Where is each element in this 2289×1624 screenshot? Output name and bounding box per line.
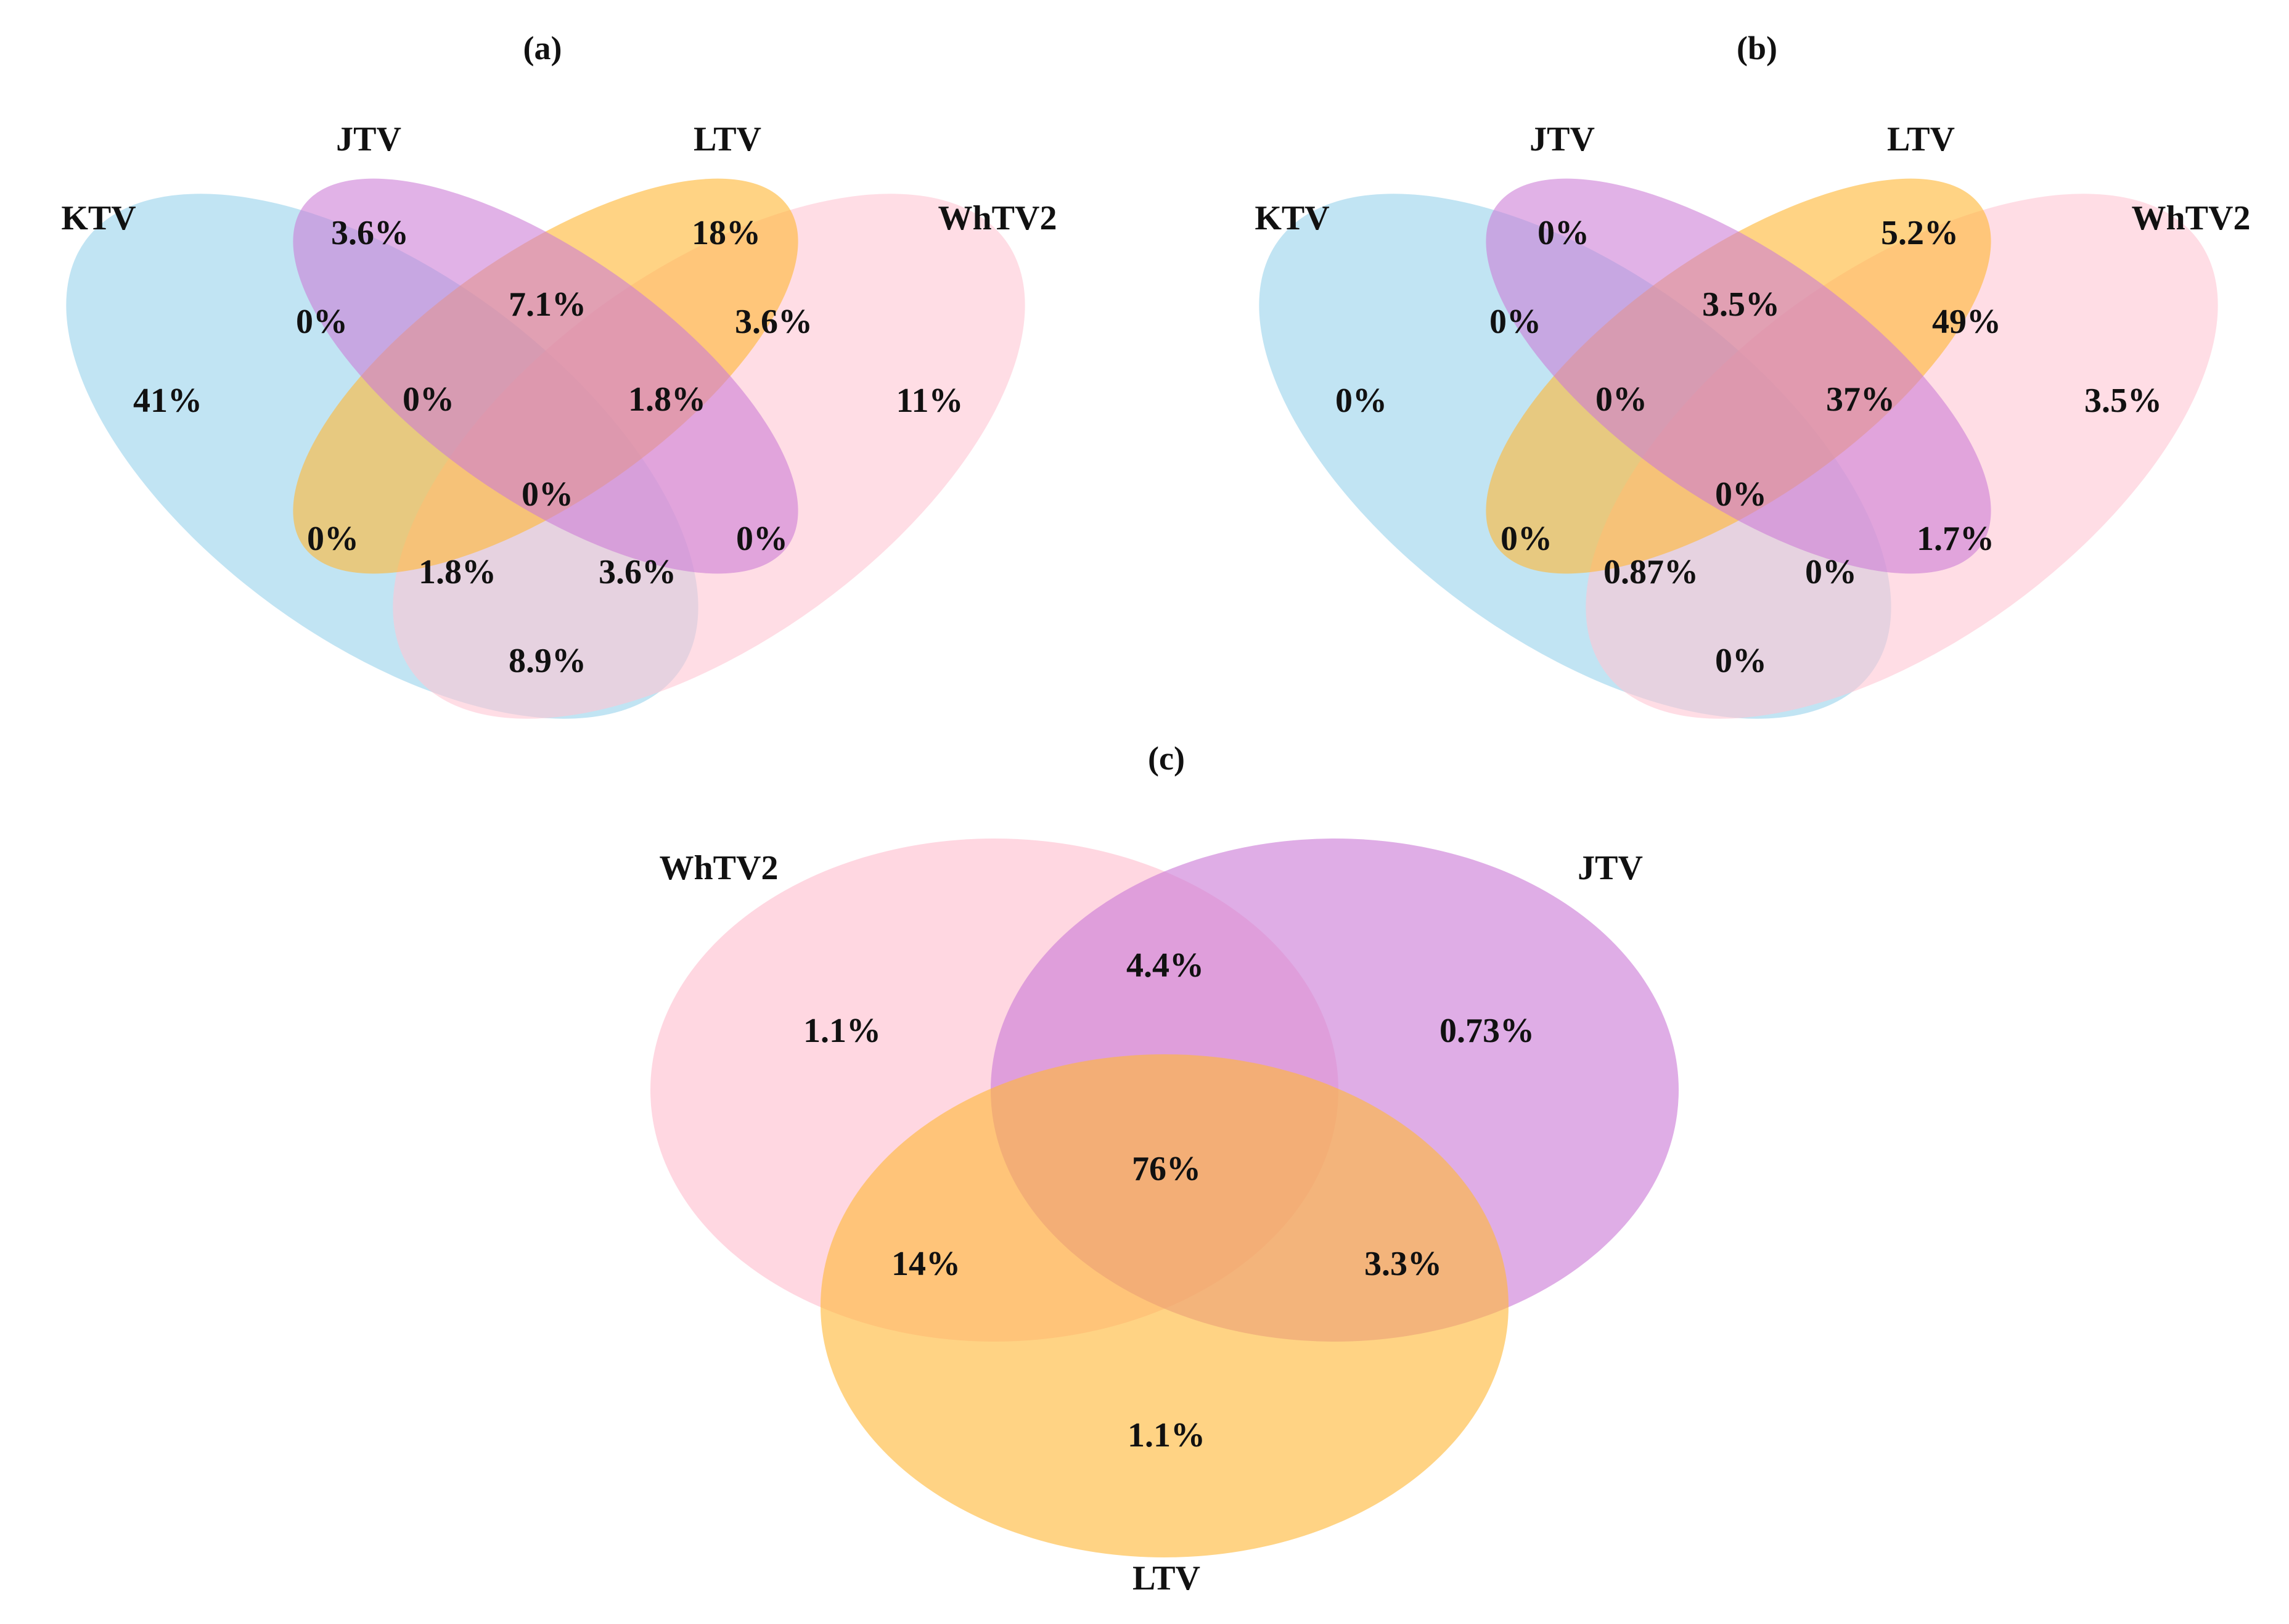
venn-a-region-ltv-whtv2: 3.6% xyxy=(735,303,813,341)
venn-a-region-jtv-only: 3.6% xyxy=(331,214,409,252)
venn-b-region-ktv-whtv2: 0% xyxy=(1715,642,1767,680)
venn-a-region-ktv-ltv: 0% xyxy=(307,520,359,558)
venn-a-set-label-ltv: LTV xyxy=(694,120,761,158)
venn-b-set-label-ltv: LTV xyxy=(1887,120,1955,158)
venn-b-region-whtv2-only: 3.5% xyxy=(2084,382,2162,420)
venn-a-region-ktv-whtv2: 8.9% xyxy=(509,642,586,680)
panel-c-label: (c) xyxy=(1148,740,1185,777)
venn-a-region-ktv-jtv-ltv: 0% xyxy=(403,380,454,419)
venn-a-region-ltv-only: 18% xyxy=(692,214,761,252)
venn-a-region-whtv2-only: 11% xyxy=(896,382,964,420)
venn-c-region-all: 76% xyxy=(1132,1150,1201,1188)
venn-c-ellipse-ltv xyxy=(821,1054,1509,1557)
venn-c-region-whtv2-only: 1.1% xyxy=(803,1012,881,1050)
venn-a-region-ktv-only: 41% xyxy=(133,382,202,420)
venn-b-region-jtv-only: 0% xyxy=(1538,214,1589,252)
venn-c-set-label-whtv2: WhTV2 xyxy=(660,849,779,887)
venn-c-region-ltv-only: 1.1% xyxy=(1128,1416,1205,1454)
venn-b-region-jtv-ltv: 3.5% xyxy=(1702,285,1780,324)
venn-b-region-ktv-ltv-whtv2: 0.87% xyxy=(1603,553,1698,591)
panel-a: (a) KTV JTV LTV WhTV2 41% 3.6% 18% 11% 0… xyxy=(61,30,1057,719)
venn-a-region-jtv-ltv: 7.1% xyxy=(509,285,586,324)
venn-b-region-ktv-jtv-ltv: 0% xyxy=(1595,380,1647,419)
venn-b-region-ktv-jtv-whtv2: 0% xyxy=(1805,553,1857,591)
venn-a-set-label-ktv: KTV xyxy=(61,199,136,237)
venn-c-set-label-ltv: LTV xyxy=(1132,1559,1200,1597)
venn-c-region-whtv2-jtv: 4.4% xyxy=(1126,946,1204,985)
venn-b-region-jtv-whtv2: 1.7% xyxy=(1917,520,1994,558)
venn-b-ellipse-jtv xyxy=(1486,178,1991,574)
venn-a-set-label-jtv: JTV xyxy=(336,120,401,158)
venn-c-region-whtv2-ltv: 14% xyxy=(891,1245,960,1283)
venn-c-region-jtv-only: 0.73% xyxy=(1439,1012,1534,1050)
venn-b-region-ktv-jtv: 0% xyxy=(1489,303,1541,341)
venn-b-set-label-ktv: KTV xyxy=(1255,199,1329,237)
venn-a-region-jtv-ltv-whtv2: 1.8% xyxy=(628,380,706,419)
venn-b-region-ktv-only: 0% xyxy=(1335,382,1387,420)
venn-a-region-all: 0% xyxy=(522,475,573,514)
venn-a-set-label-whtv2: WhTV2 xyxy=(938,199,1057,237)
venn-b-region-ltv-whtv2: 49% xyxy=(1932,303,2001,341)
venn-a-region-ktv-jtv: 0% xyxy=(296,303,348,341)
venn-b-set-label-jtv: JTV xyxy=(1529,120,1595,158)
venn-a-region-jtv-whtv2: 0% xyxy=(736,520,788,558)
panel-b: (b) KTV JTV LTV WhTV2 0% 0% 5.2% 3.5% 0%… xyxy=(1255,30,2251,719)
venn-b-region-ktv-ltv: 0% xyxy=(1501,520,1552,558)
venn-b-region-ltv-only: 5.2% xyxy=(1881,214,1959,252)
venn-b-set-label-whtv2: WhTV2 xyxy=(2132,199,2251,237)
panel-b-label: (b) xyxy=(1737,30,1777,67)
panel-a-label: (a) xyxy=(523,30,562,67)
venn-a-ellipse-jtv xyxy=(293,178,798,574)
venn-b-region-all: 0% xyxy=(1715,475,1767,514)
panel-c: (c) WhTV2 JTV LTV 1.1% 0.73% 4.4% 76% 14… xyxy=(650,740,1679,1597)
venn-a-region-ktv-jtv-whtv2: 3.6% xyxy=(599,553,676,591)
venn-a-region-ktv-ltv-whtv2: 1.8% xyxy=(419,553,496,591)
venn-b-region-jtv-ltv-whtv2: 37% xyxy=(1826,380,1895,419)
venn-c-set-label-jtv: JTV xyxy=(1578,849,1643,887)
venn-c-region-jtv-ltv: 3.3% xyxy=(1364,1245,1442,1283)
